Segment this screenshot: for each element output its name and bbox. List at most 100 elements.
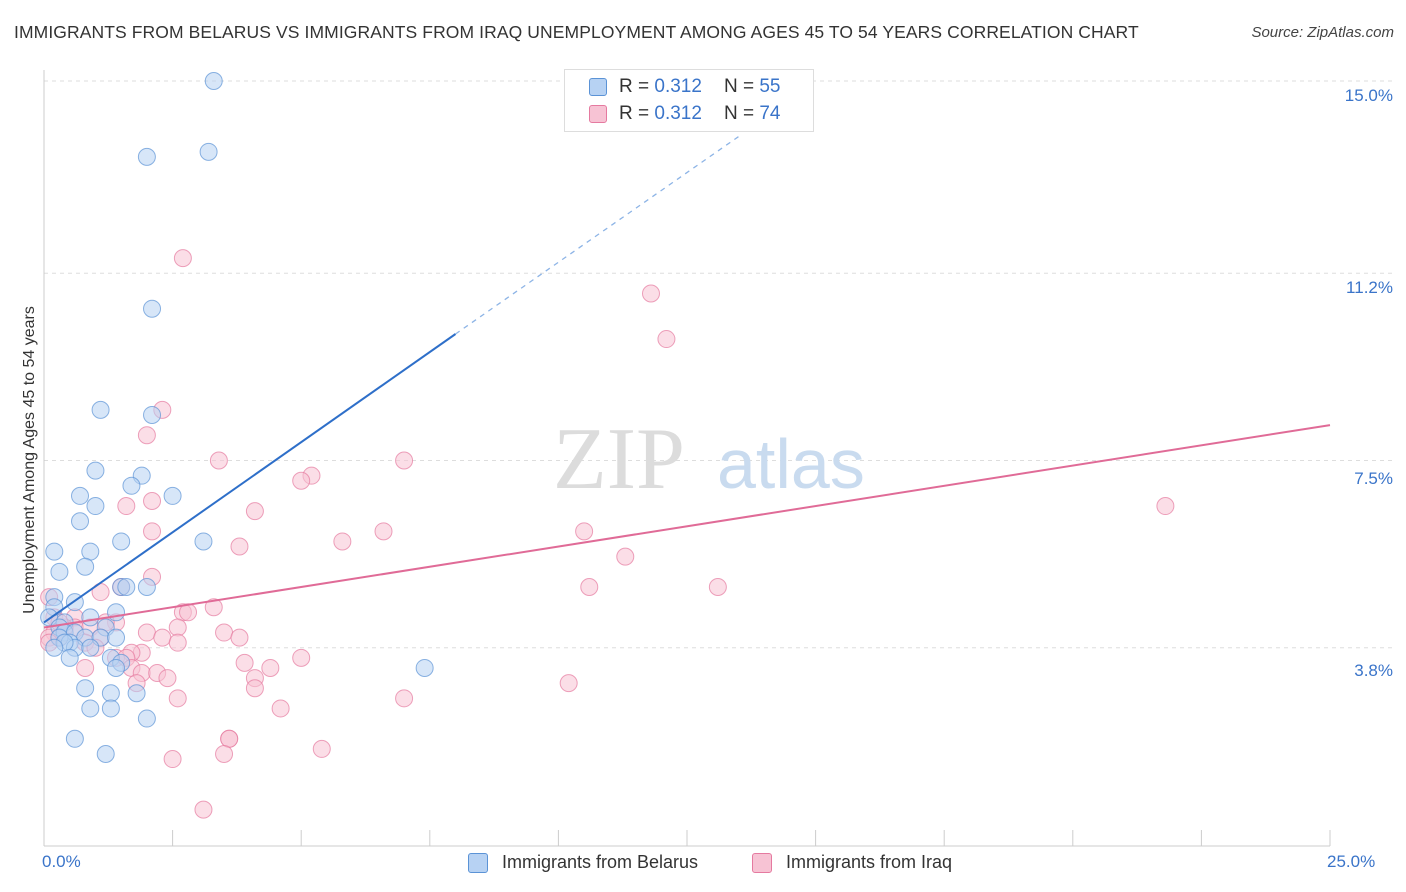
legend-item-iraq[interactable]: Immigrants from Iraq (752, 852, 952, 873)
iraq-point (215, 744, 234, 763)
chart-title: IMMIGRANTS FROM BELARUS VS IMMIGRANTS FR… (14, 22, 1139, 42)
belarus-point (45, 542, 64, 561)
iraq-point (158, 669, 177, 688)
belarus-point (81, 638, 100, 657)
y-axis-label-wrap: Unemployment Among Ages 45 to 54 years (0, 265, 60, 655)
iraq-point (215, 623, 234, 642)
iraq-point (292, 648, 311, 667)
belarus-point (143, 299, 162, 318)
iraq-swatch (752, 852, 772, 873)
x-tick-label-start: 0.0% (42, 852, 81, 871)
legend-row-belarus: R = 0.312 N = 55 (589, 75, 780, 99)
belarus-point (112, 532, 131, 551)
belarus-point (76, 557, 95, 576)
belarus-point (117, 578, 136, 596)
belarus-point (81, 608, 100, 627)
watermark-atlas: atlas (717, 425, 865, 503)
iraq-point (194, 800, 213, 819)
n-value: 74 (759, 103, 781, 124)
iraq-point (137, 623, 156, 642)
legend-label-iraq: Immigrants from Iraq (786, 852, 953, 872)
belarus-point (137, 578, 156, 596)
n-value: 55 (759, 76, 781, 97)
iraq-swatch (589, 105, 607, 123)
series-legend: Immigrants from Belarus Immigrants from … (0, 852, 1406, 876)
iraq-point (117, 497, 136, 516)
r-label: R = (619, 76, 650, 97)
source-label: Source: ZipAtlas.com (1251, 24, 1394, 41)
y-tick-label: 11.2% (1346, 278, 1393, 297)
iraq-point (333, 532, 352, 551)
iraq-point (245, 502, 264, 521)
r-value: 0.312 (654, 103, 702, 124)
n-label: N = (723, 103, 755, 124)
belarus-point (122, 476, 141, 495)
iraq-point (395, 451, 414, 470)
iraq-point (374, 522, 393, 541)
belarus-point (71, 512, 90, 531)
belarus-swatch (589, 78, 607, 96)
axes (43, 70, 1331, 847)
iraq-point (163, 750, 182, 769)
iraq-point (204, 598, 223, 617)
iraq-point (395, 689, 414, 708)
iraq-point (143, 522, 162, 541)
iraq-trend-line (43, 424, 1331, 629)
belarus-point (143, 405, 162, 424)
iraq-point (230, 628, 249, 647)
legend-row-iraq: R = 0.312 N = 74 (589, 102, 780, 126)
y-tick-label: 7.5% (1354, 469, 1393, 488)
legend-item-belarus[interactable]: Immigrants from Belarus (468, 852, 698, 873)
iraq-point (245, 679, 264, 698)
iraq-point (153, 628, 172, 647)
belarus-point (76, 679, 95, 698)
r-label: R = (619, 103, 650, 124)
iraq-point (173, 249, 192, 268)
belarus-swatch (468, 852, 488, 873)
iraq-point (261, 658, 280, 677)
belarus-point (45, 638, 64, 657)
y-tick-label: 3.8% (1354, 661, 1393, 680)
n-label: N = (723, 76, 755, 97)
iraq-point (575, 522, 594, 541)
iraq-point (708, 578, 727, 596)
iraq-point (137, 426, 156, 445)
x-tick-label-end: 25.0% (1327, 852, 1376, 871)
belarus-point (60, 648, 79, 667)
belarus-point (81, 699, 100, 718)
belarus-trend-extension (455, 136, 739, 335)
belarus-point (107, 658, 126, 677)
iraq-point (312, 739, 331, 758)
iraq-point (641, 284, 660, 303)
belarus-point (415, 658, 434, 677)
iraq-point (580, 578, 599, 596)
y-axis-label: Unemployment Among Ages 45 to 54 years (21, 306, 38, 614)
series-iraq (40, 249, 1175, 819)
iraq-point (657, 330, 676, 349)
gridlines (44, 80, 1392, 649)
belarus-point (86, 497, 105, 516)
correlation-legend: R = 0.312 N = 55 R = 0.312 N = 74 (564, 69, 814, 132)
belarus-point (163, 486, 182, 505)
iraq-point (1156, 497, 1175, 516)
belarus-point (50, 562, 69, 581)
iraq-point (168, 618, 187, 637)
belarus-point (137, 147, 156, 166)
series-belarus (40, 72, 434, 763)
y-tick-label: 15.0% (1344, 86, 1393, 105)
iraq-point (76, 658, 95, 677)
belarus-point (194, 532, 213, 551)
belarus-point (107, 603, 126, 622)
belarus-point (127, 684, 146, 703)
belarus-point (71, 486, 90, 505)
belarus-point (91, 400, 110, 419)
belarus-point (81, 542, 100, 561)
watermark-zip: ZIP (553, 411, 685, 508)
iraq-point (209, 451, 228, 470)
belarus-trend-line (43, 333, 457, 624)
iraq-point (168, 689, 187, 708)
belarus-point (101, 684, 120, 703)
iraq-point (559, 674, 578, 693)
legend-label-belarus: Immigrants from Belarus (502, 852, 699, 872)
